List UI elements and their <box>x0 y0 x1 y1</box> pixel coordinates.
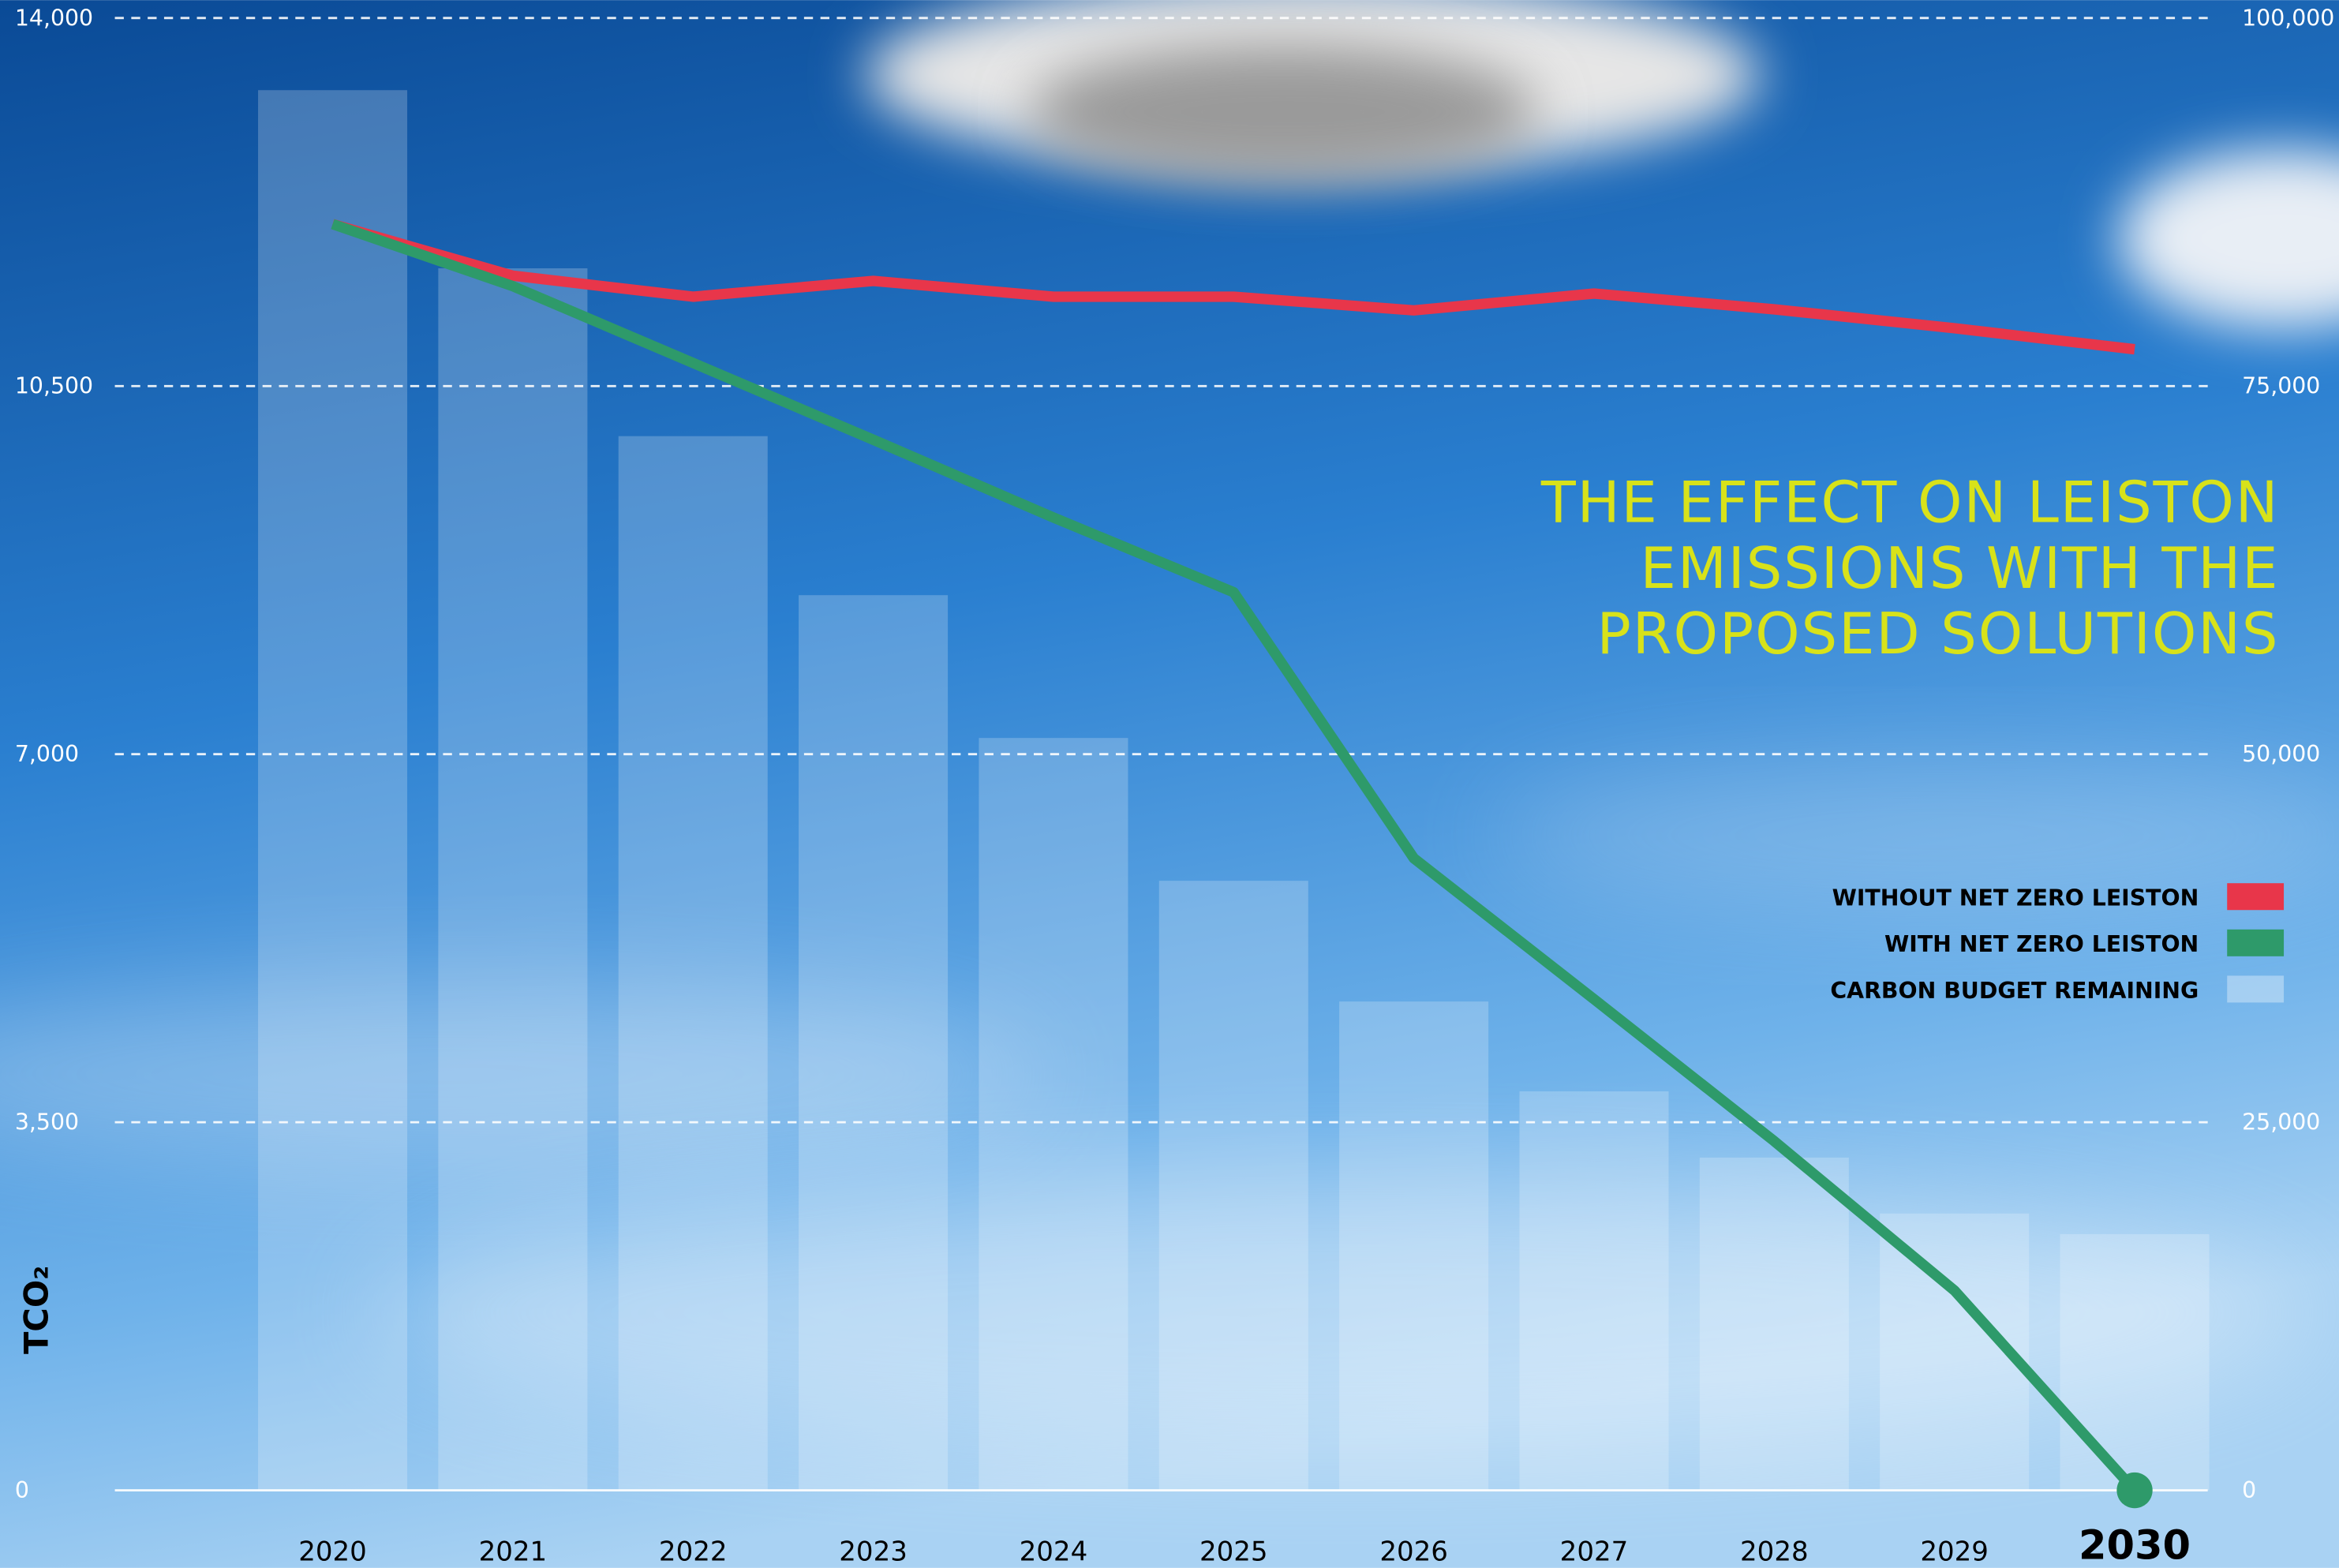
y2-tick-label: 0 <box>2242 1477 2256 1503</box>
x-tick-label: 2028 <box>1740 1536 1809 1567</box>
bar <box>979 738 1128 1490</box>
x-tick-label: 2025 <box>1199 1536 1268 1567</box>
bar <box>1519 1091 1668 1491</box>
legend-label: WITH NET ZERO LEISTON <box>1884 931 2199 957</box>
y-tick-label: 3,500 <box>15 1110 79 1136</box>
y2-tick-label: 75,000 <box>2242 373 2320 399</box>
y-tick-label: 7,000 <box>15 741 79 767</box>
y-tick-label: 0 <box>15 1477 29 1503</box>
bar <box>438 268 587 1491</box>
end-marker <box>2116 1473 2152 1508</box>
x-tick-label: 2029 <box>1920 1536 1989 1567</box>
y2-tick-label: 25,000 <box>2242 1110 2320 1136</box>
y-axis-label: TCO₂ <box>17 1266 55 1354</box>
page: 0 3,500 7,000 10,500 14,000 0 25,000 50,000 75,0… <box>0 0 2339 1568</box>
x-tick-label: 2021 <box>479 1536 548 1567</box>
chart-title: THE EFFECT ON LEISTON <box>1540 470 2279 536</box>
legend-swatch <box>2227 975 2284 1002</box>
x-tick-label: 2024 <box>1020 1536 1088 1567</box>
x-tick-label: 2027 <box>1560 1536 1629 1567</box>
chart: 0 3,500 7,000 10,500 14,000 0 25,000 50,000 75,0… <box>0 0 2339 1568</box>
legend-swatch <box>2227 930 2284 956</box>
chart-title: EMISSIONS WITH THE <box>1641 535 2280 601</box>
y2-tick-label: 100,000 <box>2242 5 2334 31</box>
y2-tick-label: 50,000 <box>2242 741 2320 767</box>
bar <box>1339 1001 1488 1490</box>
x-tick-label: 2022 <box>659 1536 728 1567</box>
bar <box>2060 1234 2210 1491</box>
bar <box>619 436 768 1491</box>
legend-swatch <box>2227 883 2284 910</box>
x-tick-label: 2023 <box>839 1536 908 1567</box>
legend-label: CARBON BUDGET REMAINING <box>1830 978 2199 1004</box>
bar <box>799 595 948 1490</box>
bar <box>1159 881 1308 1490</box>
legend-label: WITHOUT NET ZERO LEISTON <box>1832 885 2199 911</box>
x-tick-label: 2030 <box>2079 1523 2191 1568</box>
bar <box>258 90 407 1490</box>
x-tick-label: 2026 <box>1379 1536 1448 1567</box>
chart-title: PROPOSED SOLUTIONS <box>1597 601 2280 667</box>
y-tick-label: 10,500 <box>15 373 93 399</box>
x-tick-label: 2020 <box>298 1536 367 1567</box>
bar <box>1700 1158 1849 1491</box>
y-tick-label: 14,000 <box>15 5 93 31</box>
